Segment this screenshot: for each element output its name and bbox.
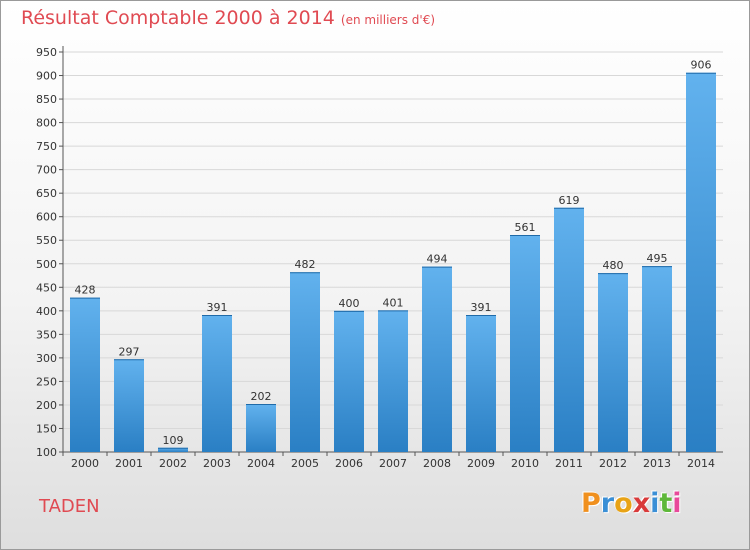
value-label: 495 [647, 252, 668, 265]
x-tick-labels: 2000 2001 2002 2003 2004 2005 2006 2007 2008 2009… [62, 452, 715, 470]
x-tick-label: 2000 [71, 457, 99, 470]
chart-title: Résultat Comptable 2000 à 2014 (en millie… [21, 7, 435, 29]
logo-letter: x [632, 488, 651, 519]
y-tick-label: 450 [36, 281, 57, 294]
bar [466, 315, 496, 452]
logo-letter: P [581, 488, 601, 519]
x-tick-label: 2001 [115, 457, 143, 470]
logo-letter: i [650, 488, 660, 519]
x-tick-label: 2004 [247, 457, 275, 470]
x-tick-label: 2012 [599, 457, 627, 470]
value-label: 480 [603, 259, 624, 272]
x-tick-label: 2009 [467, 457, 495, 470]
value-label: 109 [163, 434, 184, 447]
logo-letter: r [600, 488, 615, 519]
x-tick-label: 2006 [335, 457, 363, 470]
y-tick-label: 100 [36, 446, 57, 459]
value-label: 400 [339, 297, 360, 310]
y-tick-label: 200 [36, 399, 57, 412]
x-tick-label: 2013 [643, 457, 671, 470]
logo-letter: o [614, 488, 633, 519]
value-label: 906 [691, 59, 712, 72]
x-tick-label: 2007 [379, 457, 407, 470]
logo-letter: t [659, 488, 673, 519]
y-tick-label: 150 [36, 422, 57, 435]
y-tick-label: 750 [36, 140, 57, 153]
value-label: 391 [471, 301, 492, 314]
x-tick-label: 2014 [687, 457, 715, 470]
value-label: 401 [383, 296, 404, 309]
bar [70, 297, 100, 452]
title-text: Résultat Comptable 2000 à 2014 [21, 7, 335, 29]
y-tick-label: 700 [36, 164, 57, 177]
x-tick-label: 2005 [291, 457, 319, 470]
x-tick-label: 2003 [203, 457, 231, 470]
value-labels: 428 297 109 391 202 482 400 401 494 391 561 619 480 4… [75, 59, 712, 447]
y-tick-label: 500 [36, 258, 57, 271]
bar [598, 273, 628, 452]
value-label: 297 [119, 345, 140, 358]
bar [554, 207, 584, 452]
proxiti-logo[interactable]: Proxiti [581, 488, 682, 519]
commune-name: TADEN [39, 496, 100, 517]
value-label: 561 [515, 221, 536, 234]
value-label: 391 [207, 301, 228, 314]
y-tick-label: 650 [36, 187, 57, 200]
y-tick-label: 800 [36, 117, 57, 130]
y-tick-label: 600 [36, 211, 57, 224]
x-tick-label: 2008 [423, 457, 451, 470]
chart-subtitle: (en milliers d'€) [340, 13, 436, 27]
bar [158, 447, 188, 452]
bar [642, 266, 672, 452]
y-tick-label: 350 [36, 328, 57, 341]
y-tick-label: 900 [36, 70, 57, 83]
y-tick-label: 300 [36, 352, 57, 365]
value-label: 494 [427, 253, 448, 266]
x-tick-label: 2002 [159, 457, 187, 470]
y-tick-label: 400 [36, 305, 57, 318]
value-label: 428 [75, 284, 96, 297]
bar [686, 72, 716, 453]
y-tick-label: 950 [36, 46, 57, 59]
x-tick-label: 2011 [555, 457, 583, 470]
y-tick-label: 250 [36, 375, 57, 388]
bar [334, 310, 364, 452]
bars [70, 72, 716, 453]
value-label: 619 [559, 194, 580, 207]
bar [114, 359, 144, 452]
y-tick-labels: 100 150 200 250 300 350 400 450 500 550 600 650 700 7… [36, 46, 57, 459]
logo-letter: i [672, 488, 682, 519]
y-tick-label: 550 [36, 234, 57, 247]
x-tick-label: 2010 [511, 457, 539, 470]
bar [510, 235, 540, 452]
y-tick-label: 850 [36, 93, 57, 106]
bar [246, 404, 276, 452]
value-label: 482 [295, 258, 316, 271]
value-label: 202 [251, 390, 272, 403]
bar [422, 266, 452, 452]
bar [290, 272, 320, 452]
bar [378, 310, 408, 452]
bar [202, 315, 232, 452]
